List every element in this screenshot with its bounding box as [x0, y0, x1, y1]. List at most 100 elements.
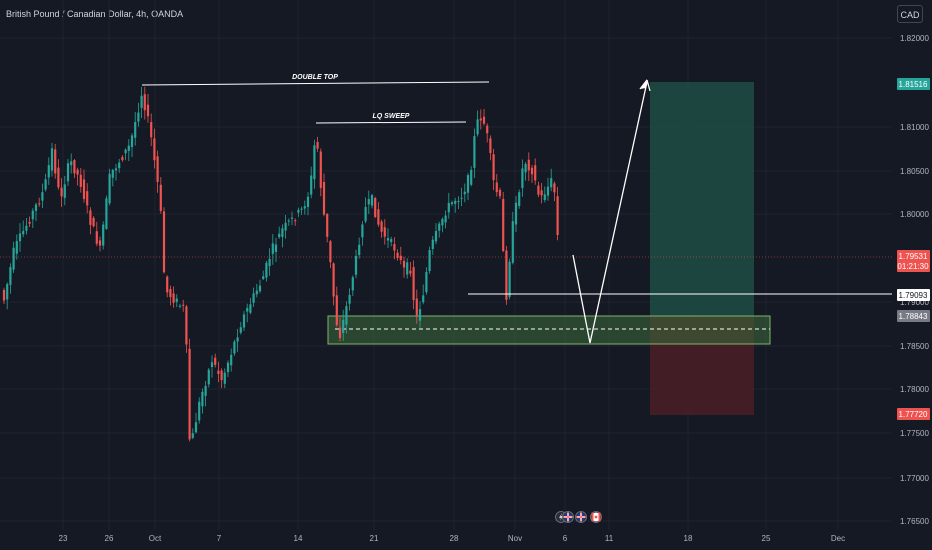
candle-body — [230, 354, 233, 366]
candle-body — [156, 156, 159, 182]
candle-body — [409, 270, 412, 274]
double-top-label[interactable]: DOUBLE TOP — [292, 74, 338, 81]
candle-body — [130, 135, 134, 148]
price-label-badge: 1.78843 — [897, 310, 930, 322]
candle-body — [476, 119, 479, 135]
candle-body — [153, 138, 156, 161]
time-tick-label: Dec — [831, 534, 845, 543]
time-tick-label: 14 — [294, 534, 303, 543]
candle-body — [447, 202, 450, 213]
candle-body — [377, 209, 380, 225]
demand-zone[interactable] — [327, 315, 771, 345]
candle-body — [546, 186, 550, 196]
candle-body — [460, 197, 463, 199]
candle-body — [210, 362, 214, 368]
candle-body — [127, 145, 130, 151]
candle-body — [418, 309, 422, 321]
candle-body — [70, 161, 73, 166]
candle-body — [9, 267, 12, 285]
candle-body — [364, 206, 367, 222]
candle-body — [198, 401, 201, 421]
candle-body — [265, 262, 268, 278]
candle-body — [348, 294, 351, 304]
candle-body — [393, 244, 396, 251]
candle-body — [118, 162, 121, 169]
candles — [2, 86, 559, 442]
candle-body — [255, 290, 258, 295]
candle-body — [550, 178, 553, 188]
candle-body — [338, 327, 342, 338]
candle-body — [25, 225, 28, 231]
candle-body — [191, 433, 194, 438]
candle-body — [82, 179, 86, 199]
candle-body — [114, 168, 118, 171]
grid — [0, 0, 892, 530]
currency-button[interactable]: CAD — [897, 5, 923, 23]
profit-zone[interactable] — [650, 82, 754, 316]
candle-body — [466, 175, 470, 193]
candle-body — [415, 298, 418, 316]
candle-body — [66, 163, 70, 182]
price-axis[interactable]: 1.82000 1.81000 1.80500 1.80000 1.79000 1.785… — [897, 34, 930, 526]
candle-body — [182, 304, 185, 306]
candle-body — [514, 202, 518, 225]
candle-body — [294, 220, 297, 222]
double-top-line[interactable] — [141, 81, 490, 86]
candle-body — [194, 422, 198, 433]
candle-body — [556, 196, 559, 236]
candle-body — [41, 192, 44, 201]
price-label-badge: 1.81516 — [897, 78, 930, 90]
candle-body — [354, 255, 358, 275]
candle-body — [508, 261, 511, 297]
candle-body — [89, 210, 92, 225]
time-tick-label: 28 — [450, 534, 459, 543]
candle-body — [47, 165, 50, 178]
candle-body — [166, 276, 169, 293]
candle-body — [290, 217, 294, 219]
candle-body — [470, 169, 473, 185]
uk-flag-icon[interactable] — [575, 511, 587, 523]
candle-body — [428, 250, 431, 272]
candle-body — [511, 221, 514, 263]
canada-flag-icon[interactable] — [590, 511, 602, 523]
candle-body — [303, 206, 306, 209]
candle-body — [2, 289, 6, 301]
candle-body — [316, 142, 319, 149]
symbol-title: British Pound / Canadian Dollar, 4h, OAN… — [6, 9, 184, 19]
price-label-badge: 1.79093 — [897, 289, 930, 301]
candle-body — [159, 184, 162, 211]
time-tick-label: 6 — [563, 534, 568, 543]
candle-body — [169, 289, 172, 297]
candle-body — [322, 182, 326, 215]
candle-body — [537, 185, 540, 195]
candle-body — [524, 163, 527, 173]
candle-body — [370, 195, 374, 206]
lq-sweep-label[interactable]: LQ SWEEP — [373, 113, 410, 120]
candle-body — [457, 200, 460, 202]
candle-body — [284, 222, 287, 231]
projection-path[interactable] — [572, 81, 648, 344]
candle-body — [73, 160, 76, 174]
candle-body — [239, 327, 242, 333]
candle-body — [50, 148, 54, 171]
candle-body — [204, 385, 207, 396]
candle-body — [425, 271, 428, 293]
candle-body — [258, 285, 262, 292]
uk-flag-icon[interactable] — [562, 511, 574, 523]
candle-body — [300, 208, 303, 210]
candle-body — [274, 244, 278, 252]
candle-body — [252, 293, 255, 303]
candle-body — [463, 191, 466, 195]
candle-body — [150, 122, 153, 138]
price-label-value: 1.79093 — [899, 291, 928, 300]
time-tick-label: Nov — [508, 534, 522, 543]
time-axis[interactable]: 23 26 Oct 7 14 21 28 Nov 6 11 18 25 Dec — [59, 534, 846, 543]
candle-body — [236, 337, 239, 342]
candle-body — [102, 224, 105, 246]
time-tick-label: 26 — [105, 534, 114, 543]
lq-sweep-line[interactable] — [315, 121, 467, 124]
price-tick-label: 1.76500 — [900, 517, 929, 526]
candle-body — [22, 231, 25, 235]
